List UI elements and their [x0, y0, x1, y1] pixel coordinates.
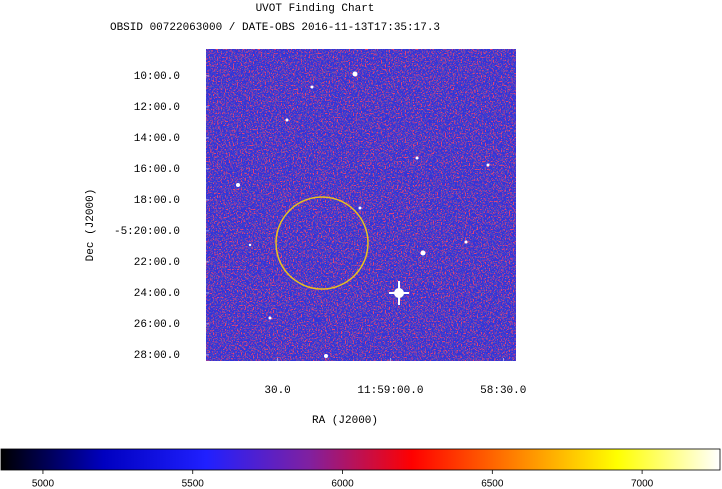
- colorbar-tick-label: 5500: [182, 479, 205, 489]
- y-tick-label: 28:00.0: [134, 350, 180, 362]
- colorbar: 5000 5500 6000 6500 7000: [0, 448, 721, 489]
- source-circle: [275, 196, 369, 290]
- y-tick-label: 16:00.0: [134, 164, 180, 176]
- chart-title: UVOT Finding Chart: [256, 3, 375, 15]
- y-tick-label: 22:00.0: [134, 257, 180, 269]
- x-axis-label: RA (J2000): [312, 415, 378, 427]
- y-tick-label: 18:00.0: [134, 195, 180, 207]
- bright-star: [389, 281, 409, 305]
- y-tick-label: 12:00.0: [134, 102, 180, 114]
- colorbar-tick-label: 7000: [631, 479, 654, 489]
- x-tick-label: 11:59:00.0: [357, 385, 423, 397]
- chart-subtitle: OBSID 00722063000 / DATE-OBS 2016-11-13T…: [110, 22, 440, 34]
- y-tick-label: 10:00.0: [134, 71, 180, 83]
- sky-image: [206, 49, 516, 361]
- x-tick-label: 58:30.0: [480, 385, 526, 397]
- colorbar-tick-label: 6000: [331, 479, 354, 489]
- y-axis-label: Dec (J2000): [85, 189, 97, 262]
- y-tick-label: -5:20:00.0: [114, 226, 180, 238]
- colorbar-tick-label: 5000: [32, 479, 55, 489]
- y-tick-label: 14:00.0: [134, 133, 180, 145]
- colorbar-tick-label: 6500: [481, 479, 504, 489]
- y-tick-label: 26:00.0: [134, 319, 180, 331]
- colorbar-scale: [0, 448, 721, 471]
- y-tick-label: 24:00.0: [134, 288, 180, 300]
- x-tick-label: 30.0: [264, 385, 290, 397]
